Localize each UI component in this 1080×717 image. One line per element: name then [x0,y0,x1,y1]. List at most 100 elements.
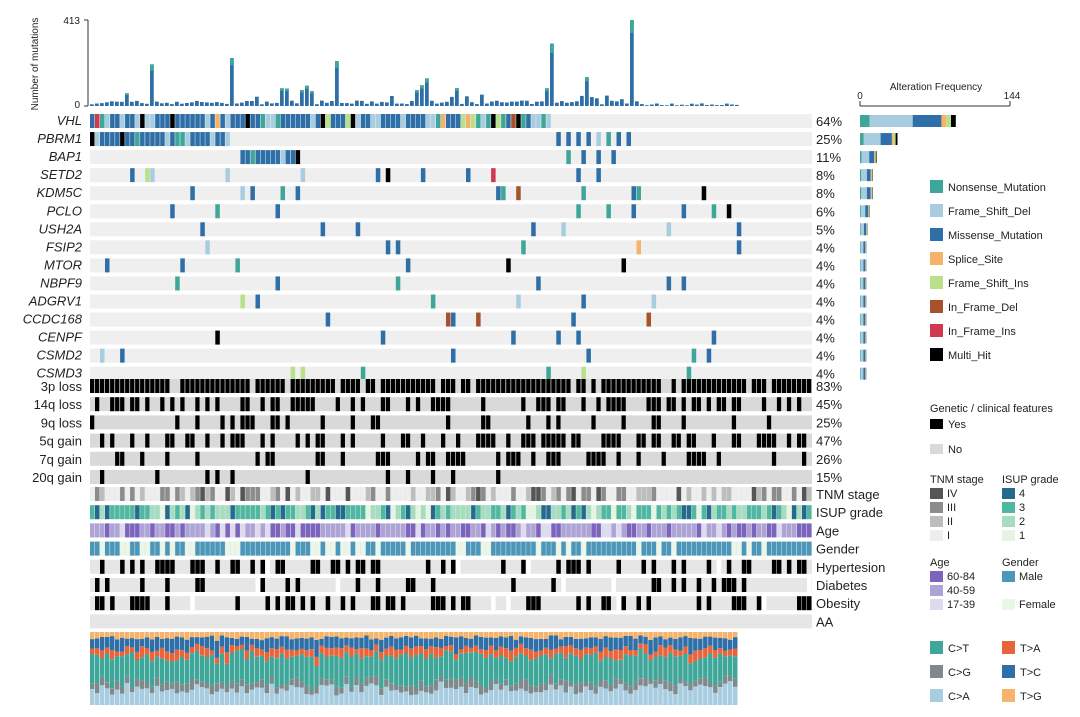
mutation-cell [250,114,255,128]
burden-bar [595,98,599,106]
clinical-cell [130,523,135,538]
spectrum-segment [424,692,429,705]
substitution-label: T>A [1020,643,1041,655]
spectrum-segment [204,648,210,657]
spectrum-segment [693,638,698,651]
gene-row-background [90,222,812,237]
spectrum-segment [189,647,195,653]
cnv-cell [797,397,802,412]
mutation-cell [410,114,416,128]
spectrum-segment [119,686,125,694]
isup-swatch [1002,516,1015,527]
spectrum-segment [374,685,379,705]
spectrum-segment [543,632,549,639]
mutation-cell [95,132,100,147]
cnv-cell [726,379,732,393]
spectrum-segment [493,650,499,658]
clinical-cell [791,523,797,538]
clinical-cell [300,541,306,556]
frequency-bar-segment [861,187,867,200]
clinical-cell [250,487,255,501]
gene-label: PCLO [47,203,82,218]
clinical-cell [350,487,356,501]
mutation-burden-bars [90,20,739,106]
clinical-cell [802,559,807,574]
mutation-cell [581,366,586,381]
spectrum-segment [563,692,568,705]
mutation-cell [521,114,526,128]
burden-bar [575,101,579,106]
mutation-cell [511,114,516,128]
cnv-cell [546,451,551,466]
clinical-cell [771,541,777,556]
spectrum-segment [90,639,95,649]
clinical-cell [355,559,361,574]
cnv-cell [220,379,225,393]
spectrum-segment [100,658,105,677]
spectrum-segment [503,632,509,638]
clinical-cell [200,487,205,501]
clinical-cell [375,578,381,592]
clinical-cell [651,559,657,574]
spectrum-segment [299,632,304,638]
clinical-cell [726,541,732,556]
cnv-cell [486,433,491,448]
clinical-cell [726,505,732,520]
clinical-cell [561,487,566,501]
male-label: Male [1019,571,1043,583]
clinical-cell [425,487,431,501]
spectrum-segment [299,637,304,649]
clinical-cell [310,559,316,574]
clinical-cell [766,487,772,501]
cnv-cell [686,433,691,448]
spectrum-segment [114,632,120,640]
frequency-bar-segment [860,367,864,380]
clinical-cell [260,578,266,592]
spectrum-segment [314,686,319,694]
spectrum-segment [179,684,185,692]
clinical-cell [260,487,266,501]
spectrum-segment [154,656,160,678]
spectrum-segment [409,685,414,696]
clinical-cell [476,505,481,520]
clinical-cell [165,541,170,556]
spectrum-segment [184,639,190,653]
spectrum-segment [209,654,215,686]
clinical-cell [320,523,326,538]
spectrum-segment [508,632,514,636]
cnv-cell [165,433,170,448]
spectrum-segment [284,649,289,659]
spectrum-segment [498,689,504,705]
clinical-cell [165,578,170,592]
clinical-cell [205,523,210,538]
cnv-cell [130,379,135,393]
spectrum-segment [189,678,195,690]
clinical-cell [641,523,647,538]
cnv-cell [110,397,115,412]
clinical-cell [275,487,281,501]
clinical-cell [345,523,351,538]
burden-bar [555,102,559,106]
spectrum-segment [309,632,314,638]
clinical-cell [310,541,316,556]
spectrum-segment [134,660,140,679]
clinical-cell [666,505,672,520]
frequency-bar-segment [869,115,913,127]
burden-bar [690,103,694,106]
spectrum-segment [703,636,708,648]
clinical-cell [280,523,286,538]
cnv-cell [616,451,621,466]
clinical-cell [180,505,185,520]
cnv-cell [295,433,300,448]
cnv-cell [265,379,270,393]
mutation-cell [405,114,411,128]
clinical-cell [791,487,797,501]
clinical-cell [290,523,296,538]
spectrum-segment [553,683,559,690]
clinical-cell [140,505,145,520]
clinical-cell [802,487,807,501]
spectrum-segment [349,656,354,687]
clinical-cell [711,487,717,501]
clinical-cell [365,523,371,538]
clinical-cell [225,505,230,520]
